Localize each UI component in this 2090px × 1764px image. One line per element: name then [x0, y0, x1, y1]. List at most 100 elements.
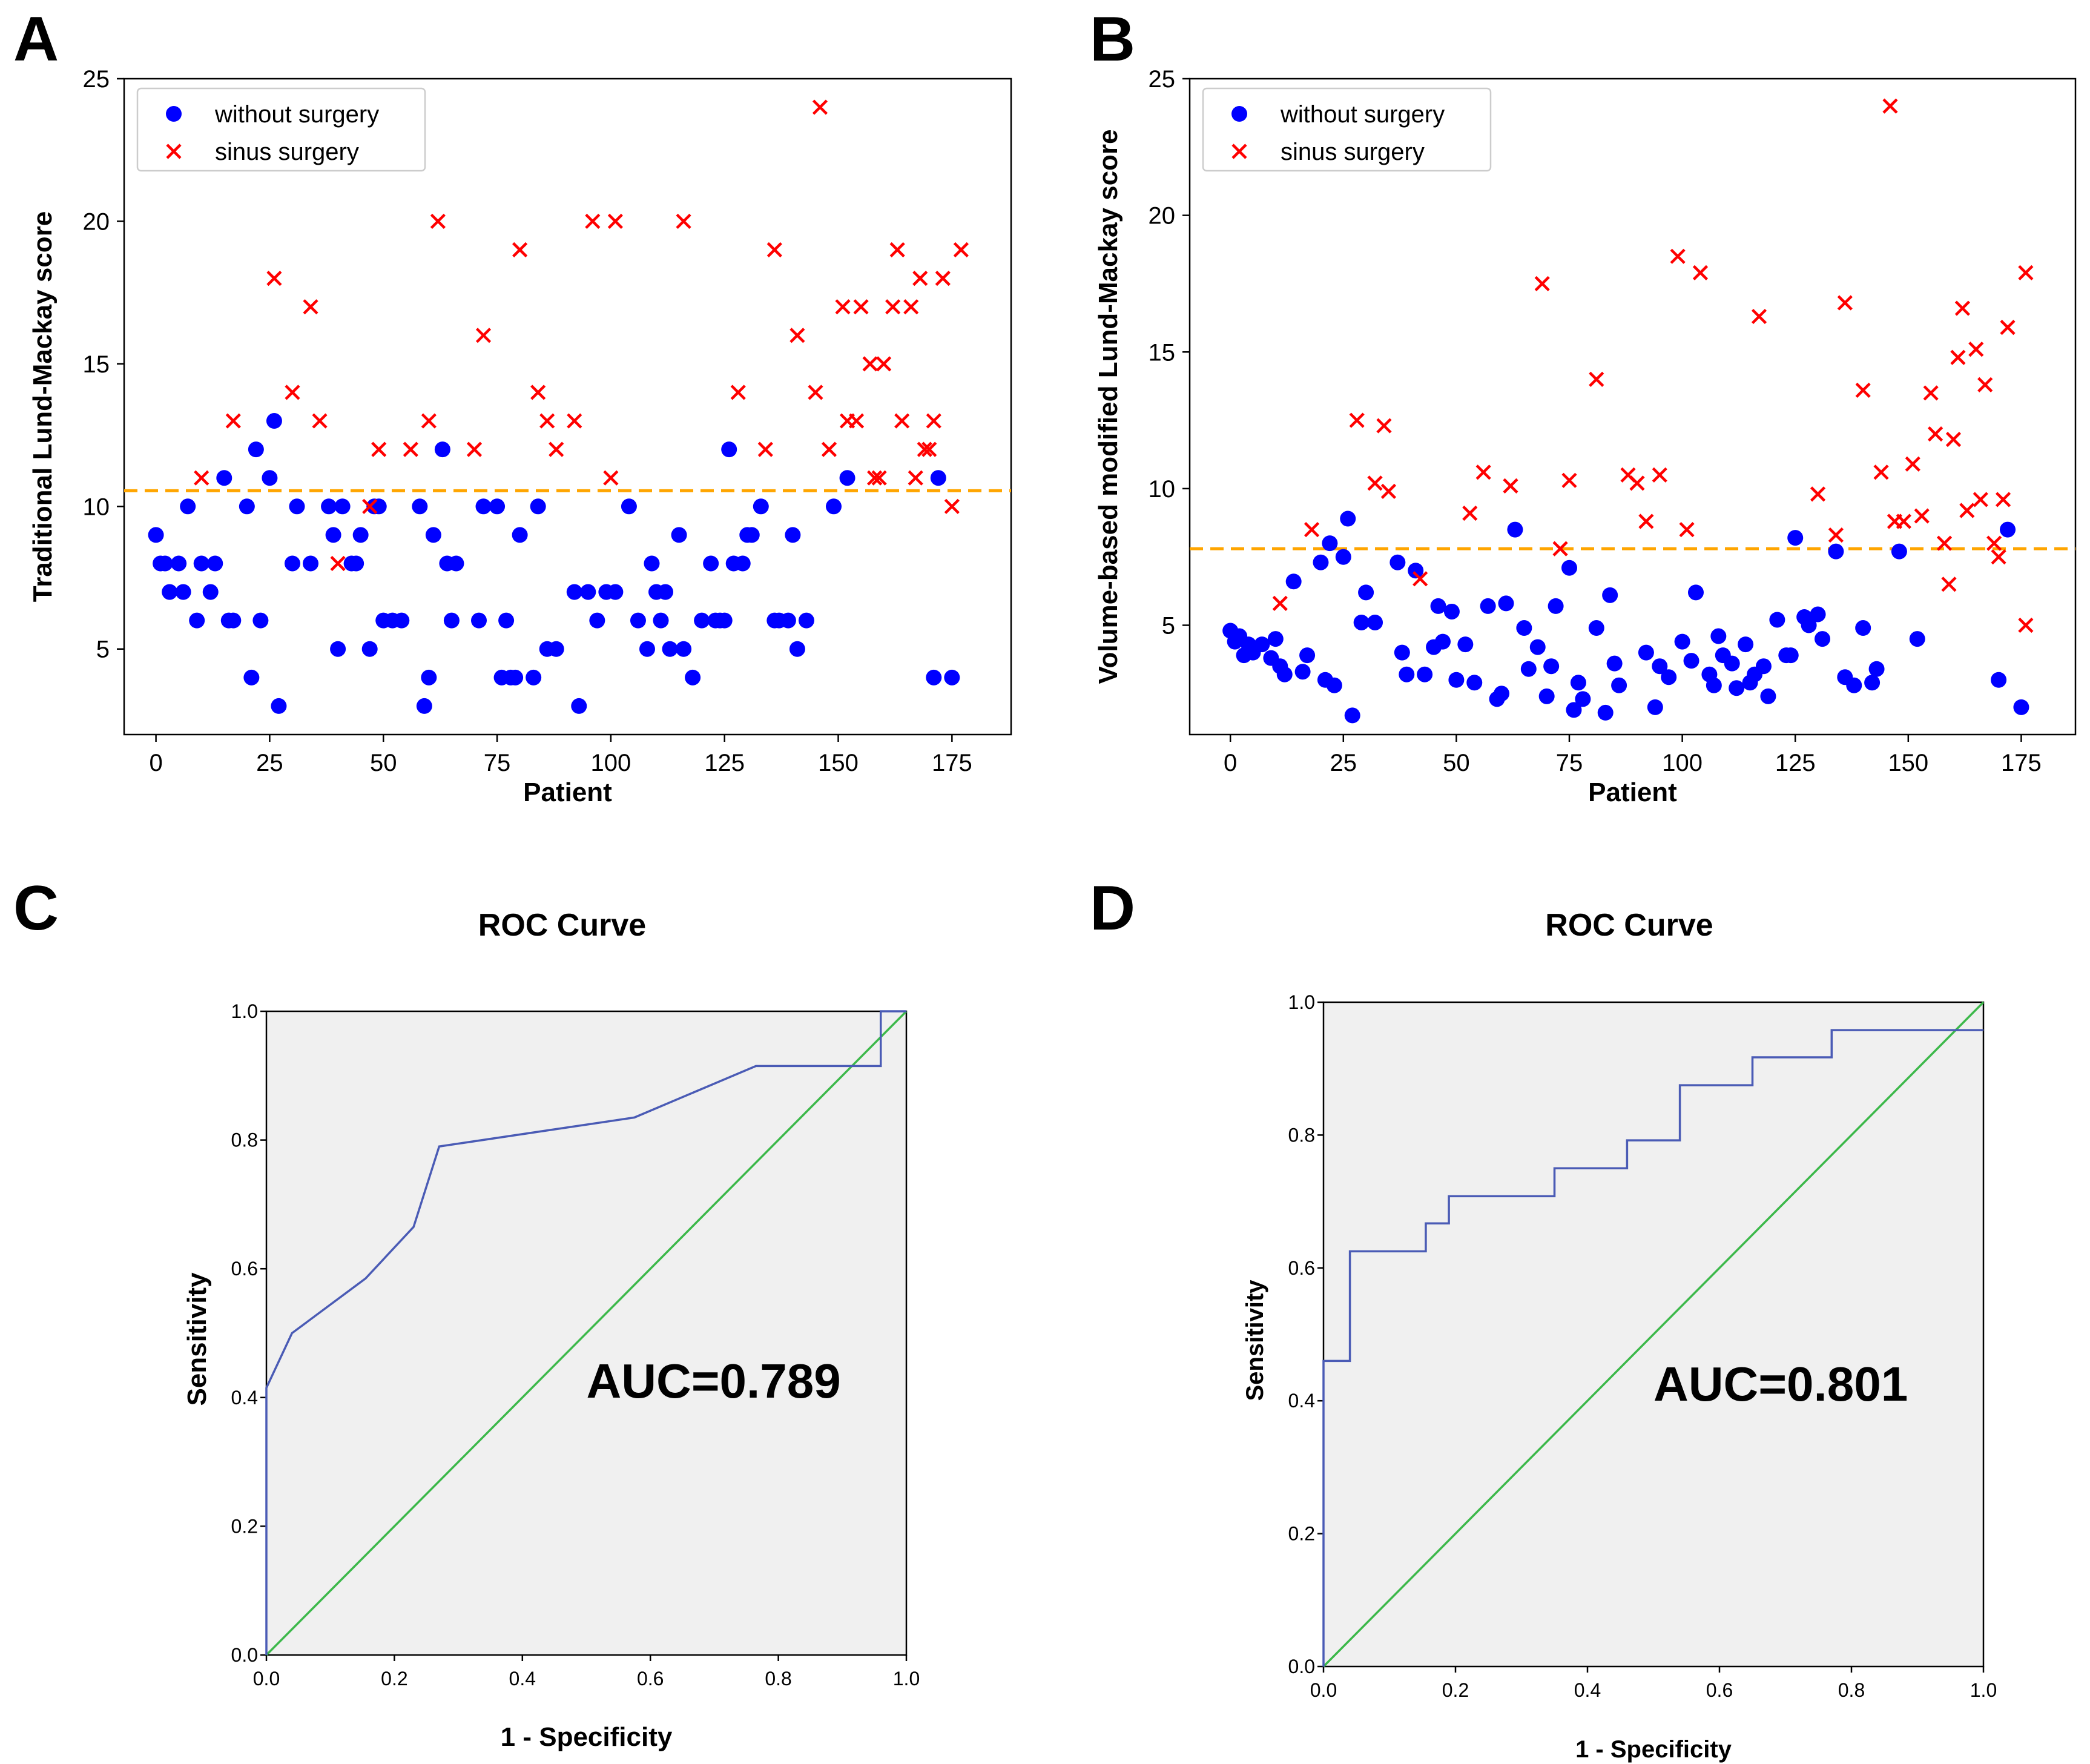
x-tick-label: 0.6 — [637, 1668, 664, 1690]
roc-title: ROC Curve — [1545, 908, 1713, 943]
x-tick-label: 50 — [1443, 750, 1470, 776]
point-without-surgery — [1276, 666, 1293, 682]
y-tick-label: 0.6 — [231, 1258, 258, 1280]
x-tick-label: 100 — [1662, 750, 1703, 776]
point-sinus-surgery — [549, 441, 564, 457]
point-without-surgery — [475, 498, 492, 515]
y-tick-label: 0.8 — [1288, 1124, 1315, 1146]
point-without-surgery — [321, 498, 337, 515]
point-without-surgery — [325, 527, 341, 543]
point-without-surgery — [1543, 658, 1560, 675]
y-tick-label: 5 — [1162, 613, 1175, 639]
point-without-surgery — [1755, 658, 1772, 675]
x-tick-label: 0 — [1224, 750, 1237, 776]
point-without-surgery — [243, 669, 260, 685]
point-without-surgery — [448, 555, 464, 572]
point-without-surgery — [1353, 614, 1370, 630]
point-sinus-surgery — [1462, 505, 1478, 521]
point-without-surgery — [839, 470, 855, 486]
point-without-surgery — [1430, 598, 1446, 614]
point-sinus-surgery — [475, 328, 492, 343]
point-sinus-surgery — [1589, 371, 1604, 387]
point-without-surgery — [1855, 620, 1871, 636]
roc-title: ROC Curve — [478, 908, 646, 943]
point-sinus-surgery — [371, 441, 387, 457]
point-sinus-surgery — [1914, 508, 1930, 524]
point-sinus-surgery — [908, 470, 923, 486]
point-sinus-surgery — [894, 413, 910, 429]
x-tick-label: 1.0 — [1970, 1679, 1997, 1701]
point-without-surgery — [930, 470, 946, 486]
point-sinus-surgery — [430, 213, 446, 230]
point-sinus-surgery — [1349, 412, 1365, 428]
point-without-surgery — [361, 641, 378, 657]
point-sinus-surgery — [585, 213, 601, 230]
x-tick-label: 0.4 — [1574, 1679, 1601, 1701]
point-sinus-surgery — [312, 413, 328, 429]
legend-marker-sinus-surgery — [1231, 144, 1247, 159]
point-without-surgery — [1724, 655, 1740, 672]
point-sinus-surgery — [912, 271, 928, 286]
point-sinus-surgery — [225, 413, 241, 429]
roc-curve — [265, 1010, 906, 1655]
x-tick-label: 0.8 — [765, 1668, 791, 1690]
point-without-surgery — [1674, 633, 1690, 650]
point-without-surgery — [1399, 666, 1415, 682]
legend-marker-without-surgery — [1231, 106, 1247, 122]
point-without-surgery — [262, 470, 278, 486]
point-without-surgery — [207, 555, 223, 572]
point-without-surgery — [621, 498, 637, 515]
point-sinus-surgery — [1828, 527, 1844, 543]
point-without-surgery — [1435, 633, 1451, 650]
point-without-surgery — [1801, 617, 1817, 633]
point-sinus-surgery — [1905, 456, 1920, 472]
y-tick-label: 0.0 — [231, 1644, 258, 1666]
point-without-surgery — [348, 555, 364, 572]
panel-letter: C — [13, 873, 59, 943]
panel-letter: D — [1090, 873, 1135, 943]
point-without-surgery — [826, 498, 842, 515]
point-sinus-surgery — [539, 413, 555, 429]
legend-marker-sinus-surgery — [166, 144, 182, 159]
point-sinus-surgery — [1552, 541, 1568, 557]
point-without-surgery — [926, 669, 942, 685]
point-sinus-surgery — [1679, 521, 1695, 538]
point-sinus-surgery — [1692, 265, 1709, 280]
point-without-surgery — [753, 498, 769, 515]
point-without-surgery — [1891, 543, 1907, 560]
x-tick-label: 50 — [370, 750, 397, 776]
legend-box — [1202, 87, 1492, 172]
point-without-surgery — [743, 527, 760, 543]
point-without-surgery — [1597, 704, 1614, 721]
point-sinus-surgery — [808, 385, 823, 400]
point-without-surgery — [1520, 661, 1537, 677]
point-without-surgery — [1991, 672, 2007, 688]
point-sinus-surgery — [466, 441, 483, 457]
point-without-surgery — [1638, 644, 1654, 661]
point-without-surgery — [1448, 672, 1465, 688]
y-axis-label: Traditional Lund-Mackay score — [28, 211, 58, 603]
panel-b: B 0 25 50 75 100 125 150 175 5 10 15 20 25 Patient Volu… — [1090, 4, 2077, 807]
point-without-surgery — [271, 698, 287, 714]
point-without-surgery — [1516, 620, 1532, 636]
point-without-surgery — [1729, 680, 1745, 696]
y-tick-label: 25 — [1149, 66, 1176, 93]
plot-frame — [123, 78, 1012, 736]
point-without-surgery — [1738, 636, 1754, 653]
auc-annotation: AUC=0.789 — [587, 1354, 841, 1408]
point-without-surgery — [526, 669, 542, 685]
point-without-surgery — [412, 498, 428, 515]
point-without-surgery — [653, 612, 669, 629]
point-sinus-surgery — [1475, 464, 1491, 480]
y-axis-label: Sensitivity — [1242, 1280, 1268, 1401]
point-sinus-surgery — [1995, 492, 2011, 507]
point-without-surgery — [1710, 628, 1727, 644]
point-without-surgery — [1769, 612, 1785, 628]
point-without-surgery — [644, 555, 660, 572]
point-without-surgery — [334, 498, 351, 515]
point-without-surgery — [1810, 606, 1826, 623]
point-without-surgery — [180, 498, 196, 515]
point-sinus-surgery — [1534, 276, 1550, 292]
x-axis-label: 1 - Specificity — [501, 1722, 673, 1752]
point-without-surgery — [416, 698, 432, 714]
